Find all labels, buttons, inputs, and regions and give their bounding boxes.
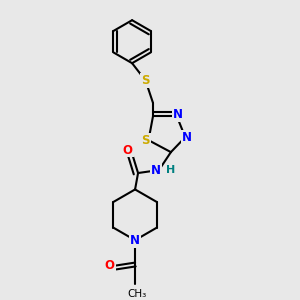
Text: N: N [151, 164, 161, 176]
Text: S: S [141, 134, 150, 147]
Text: O: O [123, 143, 133, 157]
Text: O: O [105, 259, 115, 272]
Text: N: N [182, 131, 192, 144]
Text: N: N [173, 108, 183, 121]
Text: H: H [167, 165, 176, 175]
Text: CH₃: CH₃ [127, 290, 146, 299]
Text: S: S [141, 74, 150, 87]
Text: N: N [130, 234, 140, 247]
